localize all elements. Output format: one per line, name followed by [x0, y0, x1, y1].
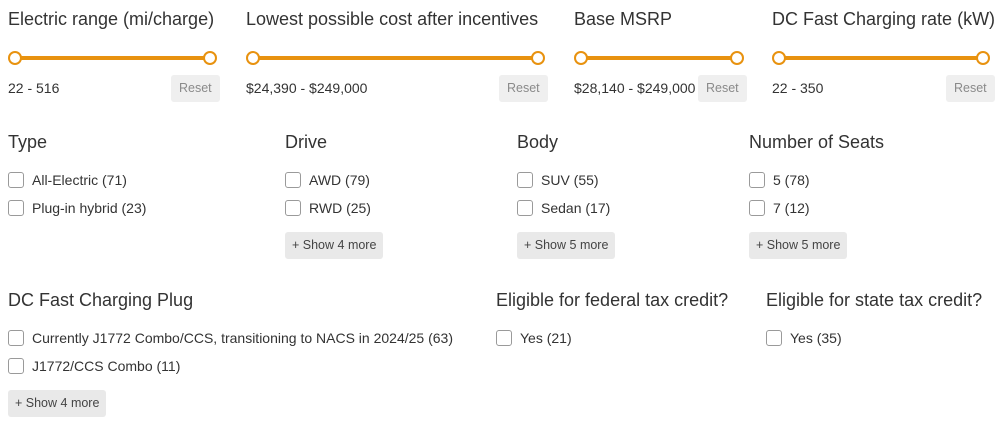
filter-federal-tax-credit: Eligible for federal tax credit? Yes (21…	[496, 290, 746, 360]
checkbox-option[interactable]: AWD (79)	[285, 172, 370, 188]
checkbox-option[interactable]: All-Electric (71)	[8, 172, 127, 188]
checkbox-option[interactable]: 7 (12)	[749, 200, 810, 216]
checkbox-option[interactable]: Yes (21)	[496, 330, 572, 346]
option-label: AWD (79)	[309, 172, 370, 188]
slider-title: Base MSRP	[574, 9, 673, 29]
show-more-button[interactable]: + Show 5 more	[749, 232, 848, 259]
slider-min-handle[interactable]	[574, 51, 588, 65]
option-label: Yes (21)	[520, 330, 572, 346]
checkbox[interactable]	[517, 172, 533, 188]
option-label: Currently J1772 Combo/CCS, transitioning…	[32, 330, 453, 346]
slider-title: Lowest possible cost after incentives	[246, 9, 539, 29]
filter-title: Body	[517, 132, 559, 152]
checkbox-option[interactable]: Yes (35)	[766, 330, 842, 346]
option-label: All-Electric (71)	[32, 172, 127, 188]
slider-min-handle[interactable]	[246, 51, 260, 65]
filter-charging-plug: DC Fast Charging Plug Currently J1772 Co…	[8, 290, 478, 420]
slider-max-handle[interactable]	[531, 51, 545, 65]
filter-title: Number of Seats	[749, 132, 885, 152]
slider-max-handle[interactable]	[730, 51, 744, 65]
checkbox-option[interactable]: Currently J1772 Combo/CCS, transitioning…	[8, 330, 453, 346]
slider-min-handle[interactable]	[772, 51, 786, 65]
checkbox-option[interactable]: RWD (25)	[285, 200, 371, 216]
slider-track[interactable]	[251, 56, 538, 60]
reset-button[interactable]: Reset	[499, 75, 548, 102]
slider-range-value: 22 - 350	[772, 80, 824, 96]
slider-track[interactable]	[13, 56, 210, 60]
checkbox[interactable]	[8, 330, 24, 346]
checkbox[interactable]	[8, 358, 24, 374]
reset-button[interactable]: Reset	[946, 75, 995, 102]
checkbox-option[interactable]: SUV (55)	[517, 172, 599, 188]
filter-title: Type	[8, 132, 48, 152]
option-label: Sedan (17)	[541, 200, 611, 216]
option-label: 5 (78)	[773, 172, 810, 188]
checkbox[interactable]	[285, 200, 301, 216]
filter-title: Drive	[285, 132, 328, 152]
checkbox-option[interactable]: 5 (78)	[749, 172, 810, 188]
reset-button[interactable]: Reset	[171, 75, 220, 102]
checkbox[interactable]	[749, 200, 765, 216]
checkbox[interactable]	[766, 330, 782, 346]
option-label: SUV (55)	[541, 172, 599, 188]
slider-min-handle[interactable]	[8, 51, 22, 65]
show-more-button[interactable]: + Show 4 more	[8, 390, 107, 417]
checkbox-option[interactable]: Plug-in hybrid (23)	[8, 200, 146, 216]
slider-range-value: $28,140 - $249,000	[574, 80, 696, 96]
slider-max-handle[interactable]	[203, 51, 217, 65]
filter-seats: Number of Seats 5 (78) 7 (12) + Show 5 m…	[749, 132, 989, 262]
filter-type: Type All-Electric (71) Plug-in hybrid (2…	[8, 132, 258, 232]
slider-electric-range: Electric range (mi/charge) 22 - 516 Rese…	[8, 0, 220, 110]
option-label: J1772/CCS Combo (11)	[32, 358, 181, 374]
option-label: Yes (35)	[790, 330, 842, 346]
checkbox-option[interactable]: J1772/CCS Combo (11)	[8, 358, 180, 374]
filter-state-tax-credit: Eligible for state tax credit? Yes (35)	[766, 290, 996, 360]
reset-button[interactable]: Reset	[698, 75, 747, 102]
slider-lowest-cost: Lowest possible cost after incentives $2…	[246, 0, 548, 110]
checkbox[interactable]	[8, 172, 24, 188]
slider-title: DC Fast Charging rate (kW)	[772, 9, 996, 29]
slider-dc-charging-rate: DC Fast Charging rate (kW) 22 - 350 Rese…	[772, 0, 996, 110]
option-label: Plug-in hybrid (23)	[32, 200, 147, 216]
option-label: 7 (12)	[773, 200, 810, 216]
slider-track[interactable]	[579, 56, 737, 60]
checkbox[interactable]	[8, 200, 24, 216]
filter-title: Eligible for state tax credit?	[766, 290, 983, 310]
checkbox[interactable]	[285, 172, 301, 188]
checkbox[interactable]	[496, 330, 512, 346]
slider-track[interactable]	[777, 56, 984, 60]
checkbox[interactable]	[749, 172, 765, 188]
slider-range-value: $24,390 - $249,000	[246, 80, 368, 96]
slider-base-msrp: Base MSRP $28,140 - $249,000 Reset	[574, 0, 747, 110]
option-label: RWD (25)	[309, 200, 371, 216]
show-more-button[interactable]: + Show 5 more	[517, 232, 616, 259]
filter-drive: Drive AWD (79) RWD (25) + Show 4 more	[285, 132, 485, 262]
filter-body: Body SUV (55) Sedan (17) + Show 5 more	[517, 132, 717, 262]
checkbox[interactable]	[517, 200, 533, 216]
checkbox-option[interactable]: Sedan (17)	[517, 200, 610, 216]
slider-title: Electric range (mi/charge)	[8, 9, 215, 29]
slider-max-handle[interactable]	[976, 51, 990, 65]
show-more-button[interactable]: + Show 4 more	[285, 232, 384, 259]
slider-range-value: 22 - 516	[8, 80, 60, 96]
filter-title: DC Fast Charging Plug	[8, 290, 194, 310]
filter-title: Eligible for federal tax credit?	[496, 290, 729, 310]
